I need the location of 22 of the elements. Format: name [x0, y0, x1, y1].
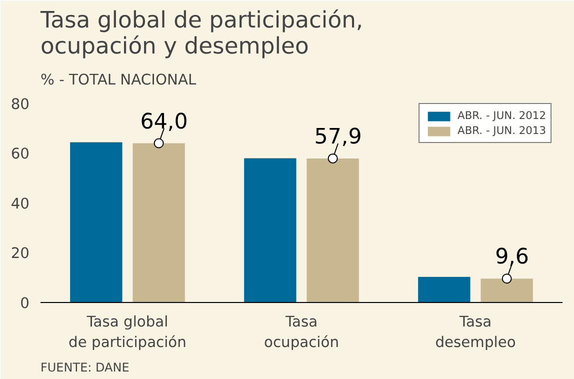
chart-title: Tasa global de participación, ocupación y desempleo	[40, 8, 364, 60]
data-label: 9,6	[495, 244, 529, 270]
bar	[132, 143, 185, 302]
y-tick-label: 40	[10, 195, 30, 212]
y-tick-label: 0	[20, 295, 30, 312]
bar	[480, 278, 533, 302]
x-tick-label: Tasa ocupación	[264, 314, 340, 351]
source-note: FUENTE: DANE	[40, 360, 130, 374]
y-tick-label: 80	[10, 96, 30, 113]
x-tick-label: Tasa global de participación	[68, 314, 186, 351]
x-tick-label: Tasa desempleo	[435, 314, 516, 351]
bar	[244, 158, 296, 302]
legend-label: ABR. - JUN. 2012	[458, 109, 546, 122]
data-label: 57,9	[314, 124, 362, 150]
y-tick-label: 20	[10, 245, 30, 262]
bar	[418, 276, 470, 302]
y-tick-label: 60	[10, 146, 30, 163]
bar	[306, 158, 359, 302]
legend-label: ABR. - JUN. 2013	[458, 124, 546, 137]
bar	[70, 142, 122, 302]
y-axis-title: % - TOTAL NACIONAL	[40, 72, 197, 88]
data-label: 64,0	[140, 109, 188, 134]
